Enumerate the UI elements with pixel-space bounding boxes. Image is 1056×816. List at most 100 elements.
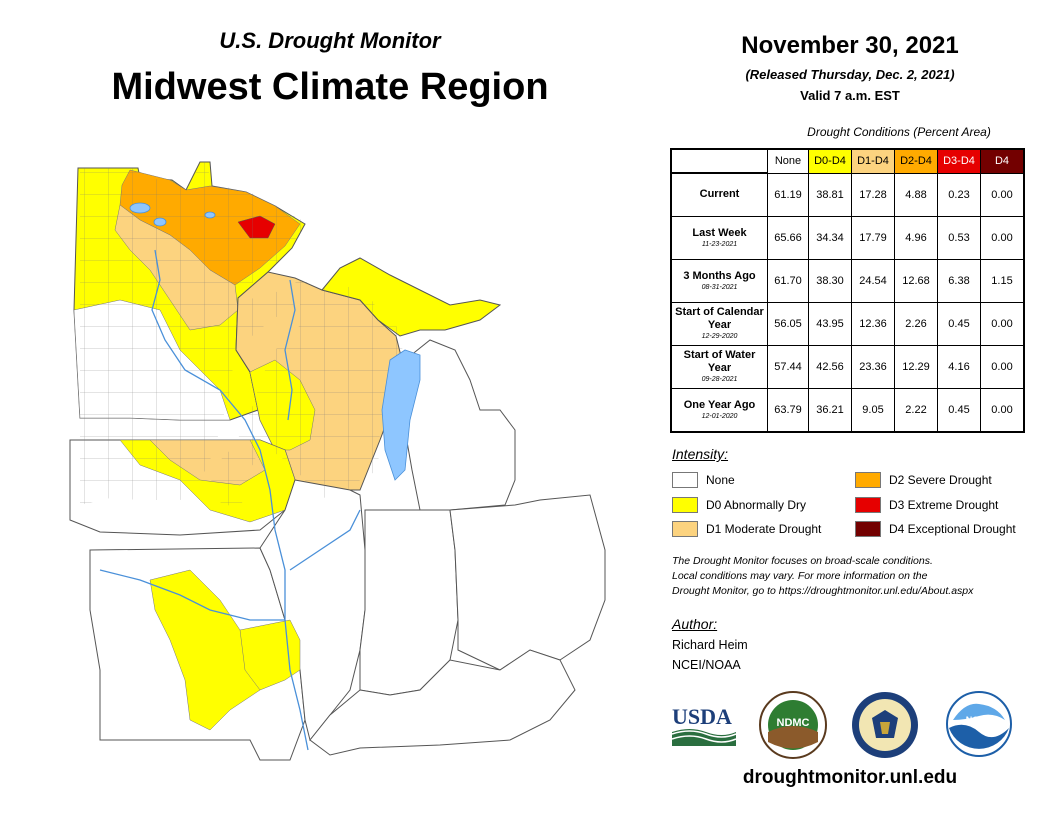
legend-item-d0: D0 Abnormally Dry: [672, 497, 806, 513]
table-cell: 17.28: [851, 172, 895, 217]
legend-label: D2 Severe Drought: [889, 473, 992, 487]
row-label-text: Current: [699, 188, 740, 201]
table-cell: 23.36: [851, 344, 895, 389]
table-row: Start of Water Year 09-28-2021 57.44 42.56 2…: [670, 344, 1025, 389]
table-cell: 24.54: [851, 258, 895, 303]
legend-swatch: [855, 521, 881, 537]
legend-label: D1 Moderate Drought: [706, 522, 822, 536]
legend-item-d2: D2 Severe Drought: [855, 472, 992, 488]
table-cell: 0.45: [937, 387, 981, 432]
release-date: (Released Thursday, Dec. 2, 2021): [745, 67, 955, 82]
table-cell: 1.15: [980, 258, 1025, 303]
table-cell: 4.88: [894, 172, 938, 217]
table-cell: 61.19: [767, 172, 809, 217]
table-header-row: None D0-D4 D1-D4 D2-D4 D3-D4 D4: [671, 148, 1025, 174]
table-cell: 65.66: [767, 215, 809, 260]
table-corner: [671, 149, 768, 174]
table-cell: 2.26: [894, 301, 938, 346]
table-cell: 56.05: [767, 301, 809, 346]
row-label-date: 11-23-2021: [701, 240, 738, 248]
legend-label: D3 Extreme Drought: [889, 498, 999, 512]
table-cell: 0.00: [980, 344, 1025, 389]
row-label: Current: [670, 172, 768, 217]
table-cell: 17.79: [851, 215, 895, 260]
table-cell: 4.96: [894, 215, 938, 260]
doc-seal-logo: [852, 692, 918, 758]
author-heading: Author:: [672, 616, 718, 632]
note-line: The Drought Monitor focuses on broad-sca…: [672, 555, 933, 567]
table-cell: 0.00: [980, 215, 1025, 260]
map-supertitle: U.S. Drought Monitor: [219, 28, 441, 53]
row-label-text: Start of Calendar Year: [675, 306, 764, 331]
drought-stats-table: None D0-D4 D1-D4 D2-D4 D3-D4 D4 Current 6…: [670, 148, 1025, 433]
col-header-d4: D4: [980, 148, 1025, 174]
illinois-dry-area: [239, 619, 301, 691]
table-cell: 12.68: [894, 258, 938, 303]
valid-time: Valid 7 a.m. EST: [800, 88, 900, 103]
row-label: Start of Calendar Year 12-29-2020: [670, 301, 768, 346]
noaa-logo: NOAA: [946, 691, 1012, 757]
table-cell: 34.34: [808, 215, 852, 260]
legend-heading: Intensity:: [672, 446, 729, 462]
row-label: 3 Months Ago 08-31-2021: [670, 258, 768, 303]
website-url[interactable]: droughtmonitor.unl.edu: [742, 767, 958, 788]
noaa-logo-text: NOAA: [966, 715, 993, 725]
eastern-states: [309, 257, 606, 756]
row-label-text: One Year Ago: [683, 398, 756, 411]
legend-label: D0 Abnormally Dry: [706, 498, 807, 512]
table-caption: Drought Conditions (Percent Area): [807, 125, 991, 139]
row-label-date: 09-28-2021: [701, 376, 738, 383]
table-cell: 2.22: [894, 387, 938, 432]
row-label: Start of Water Year 09-28-2021: [670, 344, 768, 389]
ndmc-logo-text: NDMC: [777, 717, 810, 729]
note-line: Local conditions may vary. For more info…: [672, 570, 928, 582]
legend-item-d3: D3 Extreme Drought: [855, 497, 998, 513]
drought-map: [69, 161, 606, 761]
col-header-none: None: [767, 148, 809, 174]
row-label-date: 12-29-2020: [701, 333, 738, 340]
table-cell: 6.38: [937, 258, 981, 303]
legend-label: None: [706, 473, 735, 487]
lake-michigan: [381, 349, 421, 481]
table-row: Last Week 11-23-2021 65.66 34.34 17.79 4.96 0.…: [670, 215, 1025, 260]
table-cell: 63.79: [767, 387, 809, 432]
table-cell: 61.70: [767, 258, 809, 303]
table-cell: 12.36: [851, 301, 895, 346]
ndmc-logo: NDMC: [759, 691, 827, 759]
legend-swatch: [855, 472, 881, 488]
table-row: Current 61.19 38.81 17.28 4.88 0.23 0.00: [670, 172, 1025, 217]
ohio-shape: [449, 494, 606, 671]
row-label-text: Last Week: [692, 226, 747, 239]
row-label: Last Week 11-23-2021: [670, 215, 768, 260]
lakes: [129, 202, 421, 481]
table-cell: 36.21: [808, 387, 852, 432]
legend-swatch: [672, 521, 698, 537]
row-label-date: 08-31-2021: [701, 283, 738, 291]
map-date: November 30, 2021: [741, 32, 959, 59]
table-cell: 0.00: [980, 172, 1025, 217]
table-cell: 57.44: [767, 344, 809, 389]
table-cell: 9.05: [851, 387, 895, 432]
legend-item-d4: D4 Exceptional Drought: [855, 521, 1016, 537]
table-cell: 0.00: [980, 387, 1025, 432]
table-row: Start of Calendar Year 12-29-2020 56.05 43.…: [670, 301, 1025, 346]
table-row: 3 Months Ago 08-31-2021 61.70 38.30 24.54 12.…: [670, 258, 1025, 303]
row-label-text: Start of Water Year: [683, 349, 756, 374]
note-line: Drought Monitor, go to https://droughtmo…: [672, 585, 974, 597]
author-org: NCEI/NOAA: [672, 658, 741, 672]
row-label-date: 12-01-2020: [701, 412, 738, 420]
table-cell: 12.29: [894, 344, 938, 389]
legend-swatch: [672, 497, 698, 513]
table-cell: 38.30: [808, 258, 852, 303]
table-cell: 0.45: [937, 301, 981, 346]
info-note: The Drought Monitor focuses on broad-sca…: [672, 554, 1042, 599]
col-header-d1-d4: D1-D4: [851, 148, 895, 174]
legend-swatch: [672, 472, 698, 488]
table-row: One Year Ago 12-01-2020 63.79 36.21 9.05 2.22…: [670, 387, 1025, 432]
usda-logo: USDA: [671, 704, 737, 746]
map-title: Midwest Climate Region: [111, 66, 549, 108]
table-cell: 0.53: [937, 215, 981, 260]
table-cell: 0.23: [937, 172, 981, 217]
table-cell: 4.16: [937, 344, 981, 389]
legend-label: D4 Exceptional Drought: [889, 522, 1016, 536]
